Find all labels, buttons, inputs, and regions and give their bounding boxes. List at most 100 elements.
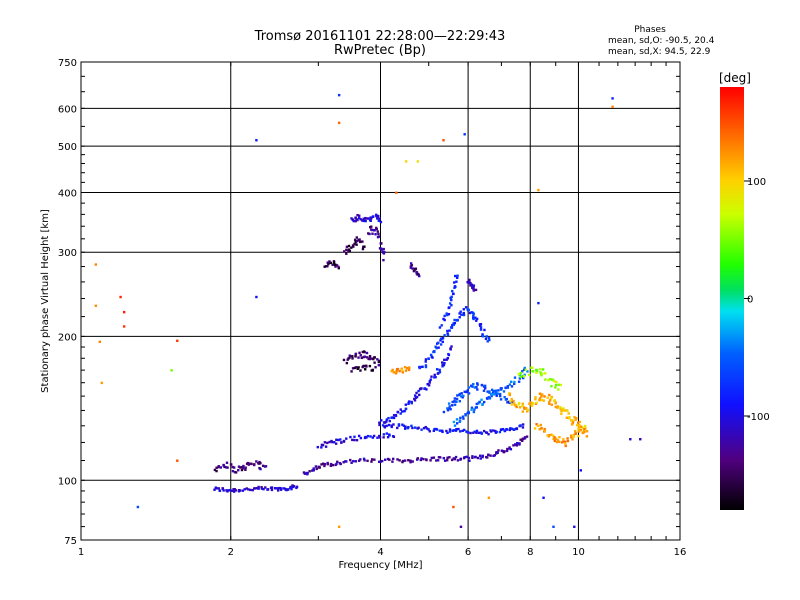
- data-point: [410, 424, 413, 428]
- data-point: [435, 428, 439, 431]
- y-axis-label: Stationary phase Virtual Height [km]: [40, 209, 51, 393]
- data-point: [518, 406, 522, 409]
- data-point: [440, 361, 444, 364]
- data-point: [453, 424, 457, 427]
- data-point: [501, 427, 505, 431]
- data-point: [410, 264, 414, 267]
- data-point: [345, 437, 348, 440]
- data-point: [339, 438, 342, 441]
- data-point: [502, 390, 506, 393]
- data-point: [387, 416, 390, 420]
- data-point: [401, 459, 405, 463]
- data-point: [424, 425, 427, 429]
- data-point: [462, 308, 465, 311]
- data-point: [407, 366, 411, 369]
- data-point: [136, 505, 140, 509]
- data-point: [498, 394, 502, 398]
- data-point: [424, 358, 428, 361]
- data-point: [411, 267, 414, 270]
- data-point: [488, 391, 491, 394]
- data-point: [98, 340, 102, 344]
- data-point: [495, 451, 498, 454]
- data-point: [329, 261, 332, 265]
- data-point: [376, 215, 379, 219]
- data-point: [445, 429, 448, 433]
- data-point: [362, 217, 365, 221]
- data-point: [443, 459, 447, 462]
- data-point: [231, 465, 234, 469]
- data-point: [122, 310, 126, 314]
- data-point: [449, 298, 453, 301]
- data-point: [478, 454, 482, 457]
- data-point: [429, 353, 433, 357]
- data-point: [213, 468, 217, 472]
- data-point: [432, 429, 436, 433]
- data-point: [329, 464, 333, 467]
- data-point: [482, 400, 486, 404]
- data-point: [240, 468, 244, 472]
- data-point: [308, 470, 311, 473]
- data-point: [290, 487, 293, 491]
- data-point: [546, 434, 549, 437]
- data-point: [371, 369, 374, 372]
- data-point: [376, 436, 379, 439]
- data-point: [422, 457, 425, 461]
- data-point: [481, 455, 484, 459]
- data-point: [439, 456, 442, 459]
- data-point: [335, 264, 339, 267]
- data-point: [466, 389, 470, 392]
- data-point: [451, 323, 454, 327]
- data-point: [445, 458, 449, 462]
- data-point: [379, 247, 383, 250]
- data-point: [579, 425, 583, 429]
- data-point: [505, 397, 508, 401]
- data-point: [508, 392, 512, 395]
- data-point: [420, 428, 423, 431]
- data-point: [416, 272, 420, 276]
- data-point: [486, 340, 489, 343]
- data-point: [251, 488, 254, 492]
- data-point: [385, 420, 388, 423]
- data-point: [417, 426, 420, 429]
- data-point: [396, 426, 399, 430]
- data-point: [446, 456, 449, 459]
- data-point: [232, 490, 236, 493]
- data-point: [404, 403, 408, 406]
- data-point: [302, 471, 306, 474]
- x-tick-label: 6: [465, 547, 471, 558]
- data-point: [422, 426, 426, 430]
- data-point: [436, 459, 440, 462]
- data-point: [562, 440, 565, 443]
- data-point: [543, 427, 546, 431]
- data-point: [337, 525, 341, 529]
- data-point: [611, 97, 614, 100]
- data-point: [561, 408, 565, 412]
- y-tick-label: 200: [58, 332, 77, 343]
- data-point: [536, 424, 540, 428]
- data-point: [543, 395, 546, 398]
- data-point: [452, 322, 455, 325]
- data-point: [453, 285, 457, 288]
- data-point: [409, 459, 412, 462]
- data-point: [353, 366, 357, 370]
- data-point: [320, 463, 323, 466]
- data-point: [411, 426, 414, 430]
- data-point: [541, 393, 544, 396]
- data-point: [475, 319, 478, 322]
- data-point: [362, 364, 365, 368]
- data-point: [388, 434, 391, 437]
- data-point: [370, 458, 374, 461]
- data-point: [433, 373, 436, 377]
- data-point: [334, 265, 337, 268]
- data-point: [394, 372, 398, 375]
- data-point: [342, 440, 346, 443]
- data-point: [414, 396, 418, 399]
- data-point: [358, 239, 361, 242]
- data-point: [323, 463, 327, 466]
- data-point: [465, 390, 468, 394]
- data-point: [470, 311, 473, 314]
- data-point: [370, 217, 373, 220]
- data-point: [427, 428, 430, 431]
- data-point: [521, 426, 525, 429]
- data-point: [241, 467, 245, 470]
